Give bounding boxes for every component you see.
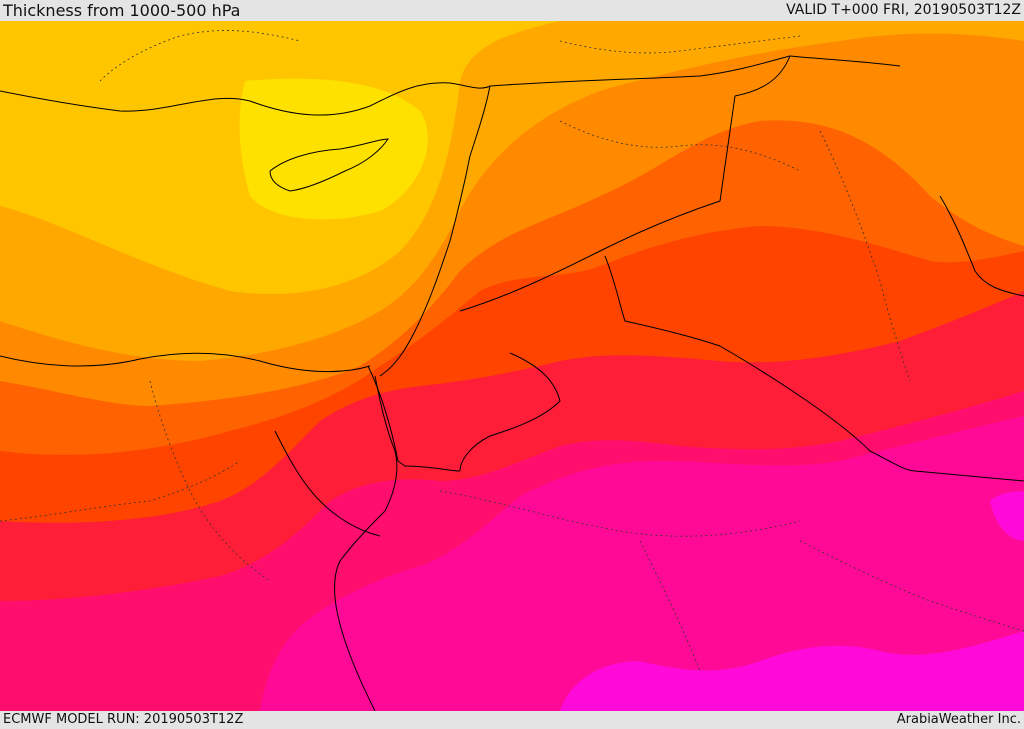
syria-iraq-border <box>489 55 901 87</box>
egypt-israel-border <box>367 365 461 472</box>
jordan-border-south <box>459 352 561 472</box>
admin-line-3 <box>0 460 241 522</box>
band-violet <box>560 631 1024 711</box>
footer-bar <box>0 711 1024 729</box>
band-magenta <box>260 416 1024 711</box>
red-sea-west-coast <box>334 375 398 711</box>
credit-label: ArabiaWeather Inc. <box>896 712 1021 727</box>
map-title: Thickness from 1000-500 hPa <box>3 1 241 20</box>
band-violet-cell <box>990 491 1024 541</box>
province-borders <box>0 30 1024 672</box>
header-bar <box>0 0 1024 21</box>
turkey-south-coast <box>0 82 491 116</box>
admin-line-4 <box>149 380 271 582</box>
coastlines <box>0 82 1024 711</box>
jordan-saudi-border <box>459 55 791 312</box>
admin-line-5 <box>439 490 801 537</box>
valid-time: VALID T+000 FRI, 20190503T12Z <box>786 2 1021 18</box>
persian-gulf-coast <box>939 195 1024 297</box>
admin-line-6 <box>639 540 701 672</box>
national-borders <box>367 55 1024 482</box>
admin-line-9 <box>559 35 801 54</box>
cyprus <box>269 138 389 192</box>
egypt-north-coast <box>0 352 371 373</box>
thickness-map <box>0 21 1024 711</box>
gulf-of-suez <box>274 430 381 537</box>
admin-line-2 <box>819 130 911 382</box>
levant-coast <box>379 85 491 377</box>
saudi-iraq-border <box>604 255 1024 482</box>
model-run: ECMWF MODEL RUN: 20190503T12Z <box>3 712 244 727</box>
